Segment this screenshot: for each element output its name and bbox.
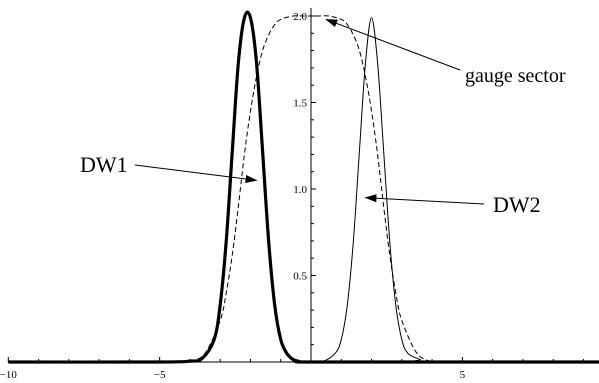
series-dw1-line — [8, 10, 599, 364]
annotation-label-gauge: gauge sector — [465, 65, 566, 87]
annotation-label-dw2: DW2 — [493, 192, 541, 217]
annotation-label-dw1: DW1 — [80, 152, 128, 177]
y-tick-label: 1.0 — [293, 184, 307, 196]
annotation-arrow-gauge — [325, 18, 461, 71]
series-layer — [8, 10, 599, 364]
annotations: DW1 DW2 gauge sector — [80, 18, 566, 217]
y-tick-label: 0.5 — [293, 271, 307, 283]
x-tick-label: −10 — [0, 369, 17, 381]
series-dw2-line — [8, 17, 599, 363]
annotation-arrow-dw1 — [134, 164, 258, 183]
annotation-arrow-dw2 — [364, 194, 485, 205]
y-tick-label: 2.0 — [293, 11, 307, 23]
x-tick-label: −5 — [154, 369, 166, 381]
y-tick-label: 1.5 — [293, 98, 307, 110]
series-gauge-sector-line — [189, 15, 433, 363]
x-tick-label: 5 — [460, 369, 466, 381]
